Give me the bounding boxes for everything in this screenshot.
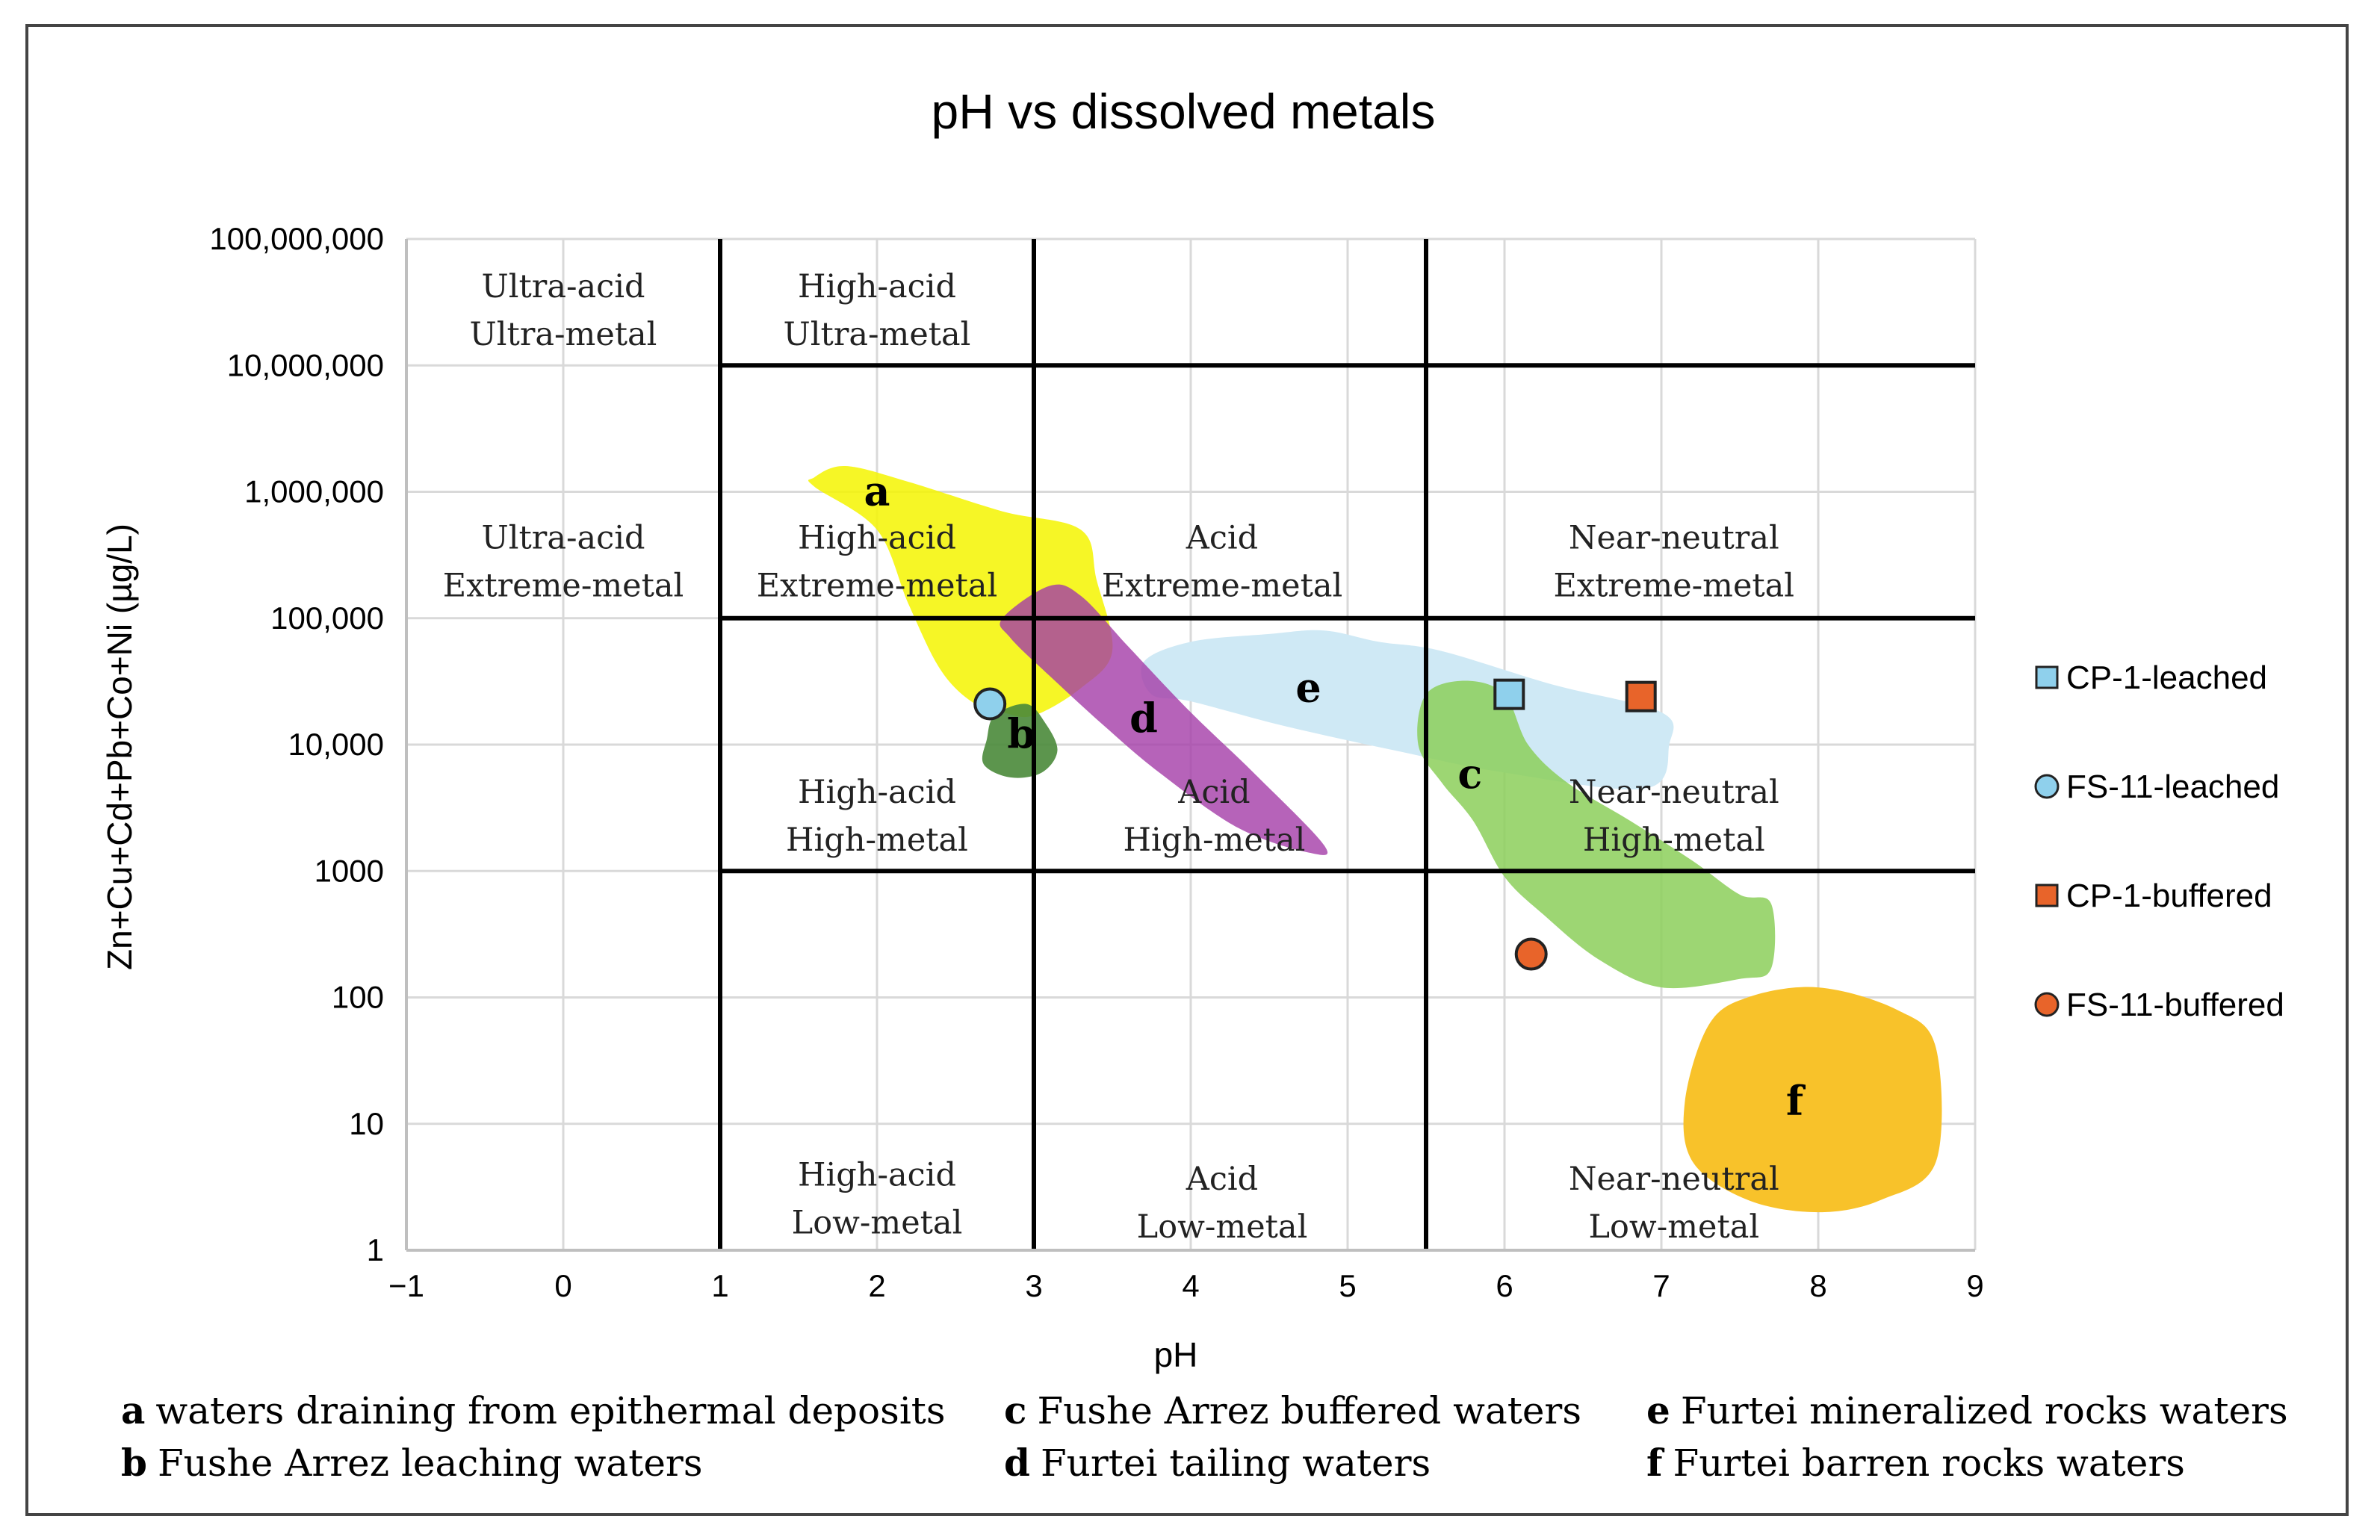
legend-marker-square — [2035, 884, 2059, 907]
y-tick-label: 100,000,000 — [209, 221, 384, 256]
field-d — [1000, 584, 1328, 855]
region-label-line2: Extreme-metal — [1554, 567, 1795, 604]
caption-text: Furtei barren rocks waters — [1673, 1441, 2185, 1485]
x-tick-label: 7 — [1652, 1268, 1670, 1303]
field-f — [1683, 987, 1942, 1213]
caption-text: Fushe Arrez buffered waters — [1037, 1389, 1581, 1432]
x-tick-label: 2 — [868, 1268, 885, 1303]
x-tick-label: 3 — [1025, 1268, 1042, 1303]
caption-key: c — [1004, 1388, 1026, 1432]
point-cp-1-buffered — [1625, 680, 1657, 712]
caption-text: waters draining from epithermal deposits — [155, 1389, 945, 1432]
caption-b: b Fushe Arrez leaching waters — [121, 1441, 703, 1485]
field-c — [1417, 680, 1776, 989]
region-label-line1: High-acid — [798, 268, 956, 305]
x-tick-label: 6 — [1496, 1268, 1513, 1303]
data-points — [973, 678, 1657, 971]
field-label-b: b — [1007, 710, 1035, 758]
x-tick-label: 8 — [1809, 1268, 1826, 1303]
x-axis-label: pH — [1154, 1335, 1198, 1374]
caption-e: e Furtei mineralized rocks waters — [1646, 1388, 2288, 1432]
region-label-line1: High-acid — [798, 774, 956, 811]
region-label-line2: Low-metal — [1137, 1208, 1308, 1246]
region-label-line2: Ultra-metal — [784, 316, 971, 353]
region-label-line2: Ultra-metal — [470, 316, 657, 353]
point-cp-1-leached — [1493, 678, 1525, 710]
field-e — [1141, 630, 1674, 789]
y-tick-label: 10,000,000 — [227, 347, 384, 382]
legend-label: FS-11-buffered — [2066, 987, 2284, 1023]
region-label-line2: High-metal — [1583, 822, 1765, 859]
region-label-line2: Extreme-metal — [757, 567, 998, 604]
caption-key: d — [1004, 1441, 1030, 1485]
region-label-line2: Low-metal — [792, 1205, 963, 1242]
y-tick-label: 1,000,000 — [244, 474, 384, 509]
x-tick-label: 5 — [1339, 1268, 1356, 1303]
region-label-line2: Extreme-metal — [443, 567, 684, 604]
field-label-c: c — [1457, 750, 1482, 798]
legend-marker-circle — [2034, 992, 2060, 1017]
region-label-line1: High-acid — [798, 1157, 956, 1194]
axes — [405, 239, 1975, 1252]
region-label-line1: Acid — [1177, 774, 1250, 811]
region-label-line1: High-acid — [798, 519, 956, 556]
region-label-line1: Near-neutral — [1569, 1161, 1779, 1198]
y-tick-label: 10,000 — [288, 727, 384, 762]
region-label-line2: Extreme-metal — [1102, 567, 1343, 604]
y-tick-label: 100 — [332, 980, 384, 1015]
x-tick-label: −1 — [388, 1268, 424, 1303]
field-label-f: f — [1786, 1077, 1806, 1125]
field-label-d: d — [1129, 694, 1158, 742]
caption-key: e — [1646, 1388, 1670, 1432]
tick-labels: −1 0 1 2 3 4 5 6 7 8 9 1 10 100 1000 10,000 100,000 1,000… — [209, 221, 1983, 1303]
legend-label: FS-11-leached — [2066, 769, 2279, 805]
y-axis-label: Zn+Cu+Cd+Pb+Co+Ni (µg/L) — [100, 524, 139, 970]
caption-f: f Furtei barren rocks waters — [1646, 1441, 2185, 1485]
region-label-line2: Low-metal — [1588, 1208, 1759, 1246]
legend-label: CP-1-leached — [2066, 659, 2267, 696]
region-label-line1: Ultra-acid — [482, 268, 645, 305]
legend-label: CP-1-buffered — [2066, 878, 2272, 914]
region-label-line2: High-metal — [786, 822, 968, 859]
region-labels: Ultra-acid Ultra-metal High-acid Ultra-meta… — [443, 268, 1794, 1246]
classification-lines — [718, 239, 1975, 1250]
caption-text: Fushe Arrez leaching waters — [158, 1441, 703, 1485]
legend-marker-circle — [2034, 774, 2060, 799]
legend: CP-1-leached FS-11-leached CP-1-buffered FS… — [2034, 659, 2284, 1023]
x-tick-label: 0 — [554, 1268, 571, 1303]
region-label-line1: Near-neutral — [1569, 519, 1779, 556]
point-fs-11-buffered — [1514, 937, 1548, 971]
region-label-line1: Ultra-acid — [482, 519, 645, 556]
field-captions: a waters draining from epithermal deposit… — [121, 1388, 2288, 1485]
y-tick-label: 1000 — [314, 853, 384, 888]
caption-text: Furtei mineralized rocks waters — [1681, 1389, 2288, 1432]
x-tick-label: 9 — [1966, 1268, 1983, 1303]
legend-marker-square — [2035, 665, 2059, 689]
caption-a: a waters draining from epithermal deposit… — [121, 1388, 946, 1432]
caption-d: d Furtei tailing waters — [1004, 1441, 1431, 1485]
caption-key: a — [121, 1388, 145, 1432]
y-tick-label: 10 — [349, 1106, 384, 1141]
y-tick-label: 100,000 — [270, 600, 384, 636]
chart-title: pH vs dissolved metals — [932, 84, 1436, 139]
caption-key: b — [121, 1441, 147, 1485]
x-tick-label: 1 — [711, 1268, 728, 1303]
region-label-line1: Near-neutral — [1569, 774, 1779, 811]
y-tick-label: 1 — [367, 1232, 384, 1267]
region-label-line1: Acid — [1186, 1161, 1258, 1198]
region-label-line2: High-metal — [1124, 822, 1306, 859]
field-b — [982, 704, 1058, 778]
fields — [808, 465, 1942, 1213]
x-tick-label: 4 — [1182, 1268, 1199, 1303]
field-labels: a b c d e f — [864, 468, 1806, 1125]
region-label-line1: Acid — [1186, 519, 1258, 556]
caption-text: Furtei tailing waters — [1041, 1441, 1431, 1485]
caption-c: c Fushe Arrez buffered waters — [1004, 1388, 1581, 1432]
caption-key: f — [1646, 1441, 1665, 1485]
field-label-e: e — [1295, 663, 1321, 711]
field-label-a: a — [864, 468, 890, 515]
point-fs-11-leached — [973, 687, 1007, 721]
